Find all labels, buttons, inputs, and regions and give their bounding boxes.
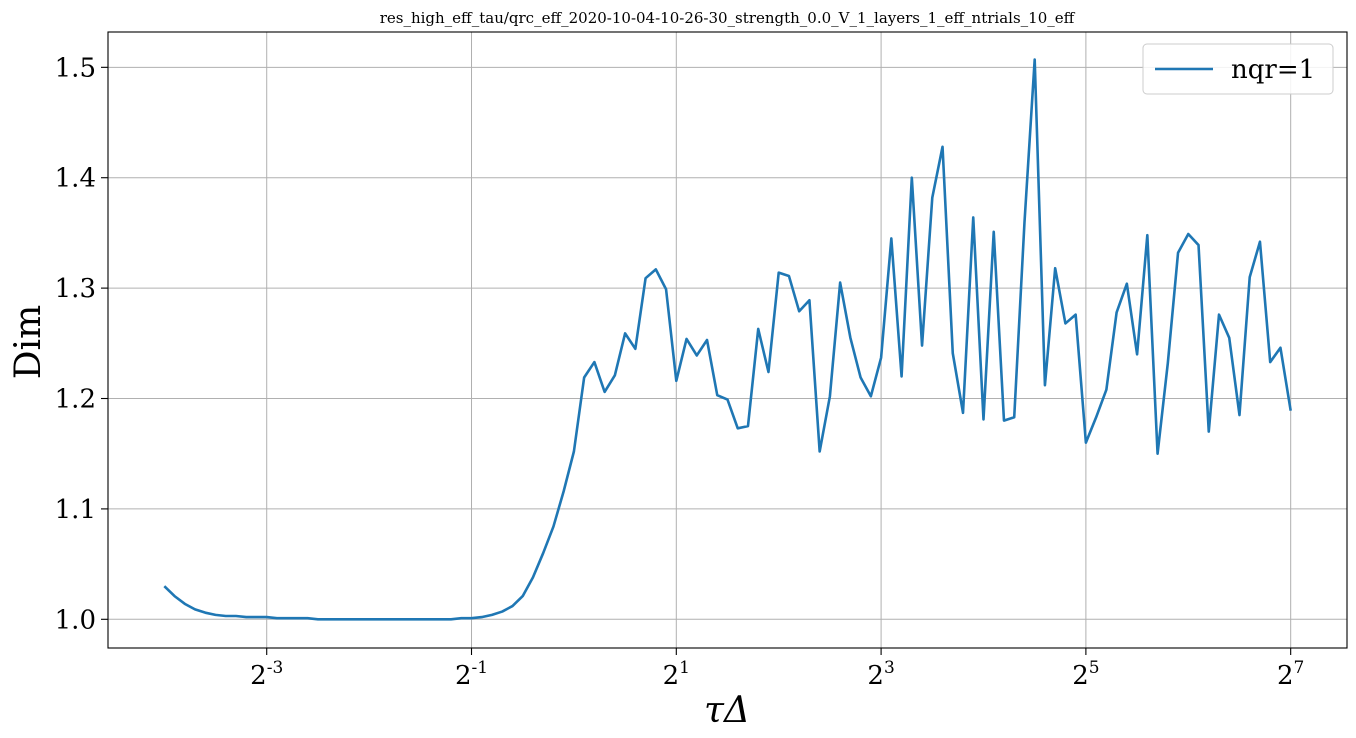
legend-label-nqr-1: nqr=1: [1231, 55, 1315, 85]
x-tick-exponent: -3: [267, 658, 284, 678]
x-tick-label: 25: [1072, 658, 1099, 691]
x-tick-exponent: 1: [679, 658, 690, 678]
x-tick-label: 23: [867, 658, 894, 691]
x-tick-label: 27: [1277, 658, 1304, 691]
y-axis-label: Dim: [8, 305, 49, 380]
x-axis-ticks: 2-3 2-1 21 23 25 27: [250, 648, 1304, 691]
y-axis-ticks: 1.0 1.1 1.2 1.3 1.4 1.5: [55, 53, 108, 635]
y-tick-label: 1.4: [55, 164, 96, 194]
legend: nqr=1: [1142, 43, 1334, 95]
x-tick-base: 2: [1277, 661, 1294, 691]
y-tick-label: 1.5: [55, 53, 96, 83]
x-tick-base: 2: [663, 661, 680, 691]
x-tick-base: 2: [455, 661, 472, 691]
x-tick-label: 2-1: [455, 658, 488, 691]
x-tick-exponent: 5: [1089, 658, 1100, 678]
x-tick-exponent: 3: [884, 658, 895, 678]
chart-title: res_high_eff_tau/qrc_eff_2020-10-04-10-2…: [380, 9, 1076, 27]
x-tick-base: 2: [250, 661, 267, 691]
y-tick-label: 1.2: [55, 385, 96, 415]
x-tick-base: 2: [867, 661, 884, 691]
y-tick-label: 1.0: [55, 605, 96, 635]
x-tick-label: 2-3: [250, 658, 283, 691]
legend-box: [1142, 43, 1334, 95]
x-tick-exponent: -1: [472, 658, 489, 678]
y-tick-label: 1.1: [55, 495, 96, 525]
x-tick-exponent: 7: [1294, 658, 1305, 678]
series-layer: [163, 58, 1292, 621]
y-tick-label: 1.3: [55, 274, 96, 304]
x-tick-base: 2: [1072, 661, 1089, 691]
grid-lines: [108, 32, 1347, 648]
x-axis-label: τΔ: [704, 690, 750, 731]
series-line-nqr-1: [163, 58, 1292, 621]
plot-area-frame: [107, 31, 1348, 649]
x-tick-label: 21: [663, 658, 690, 691]
